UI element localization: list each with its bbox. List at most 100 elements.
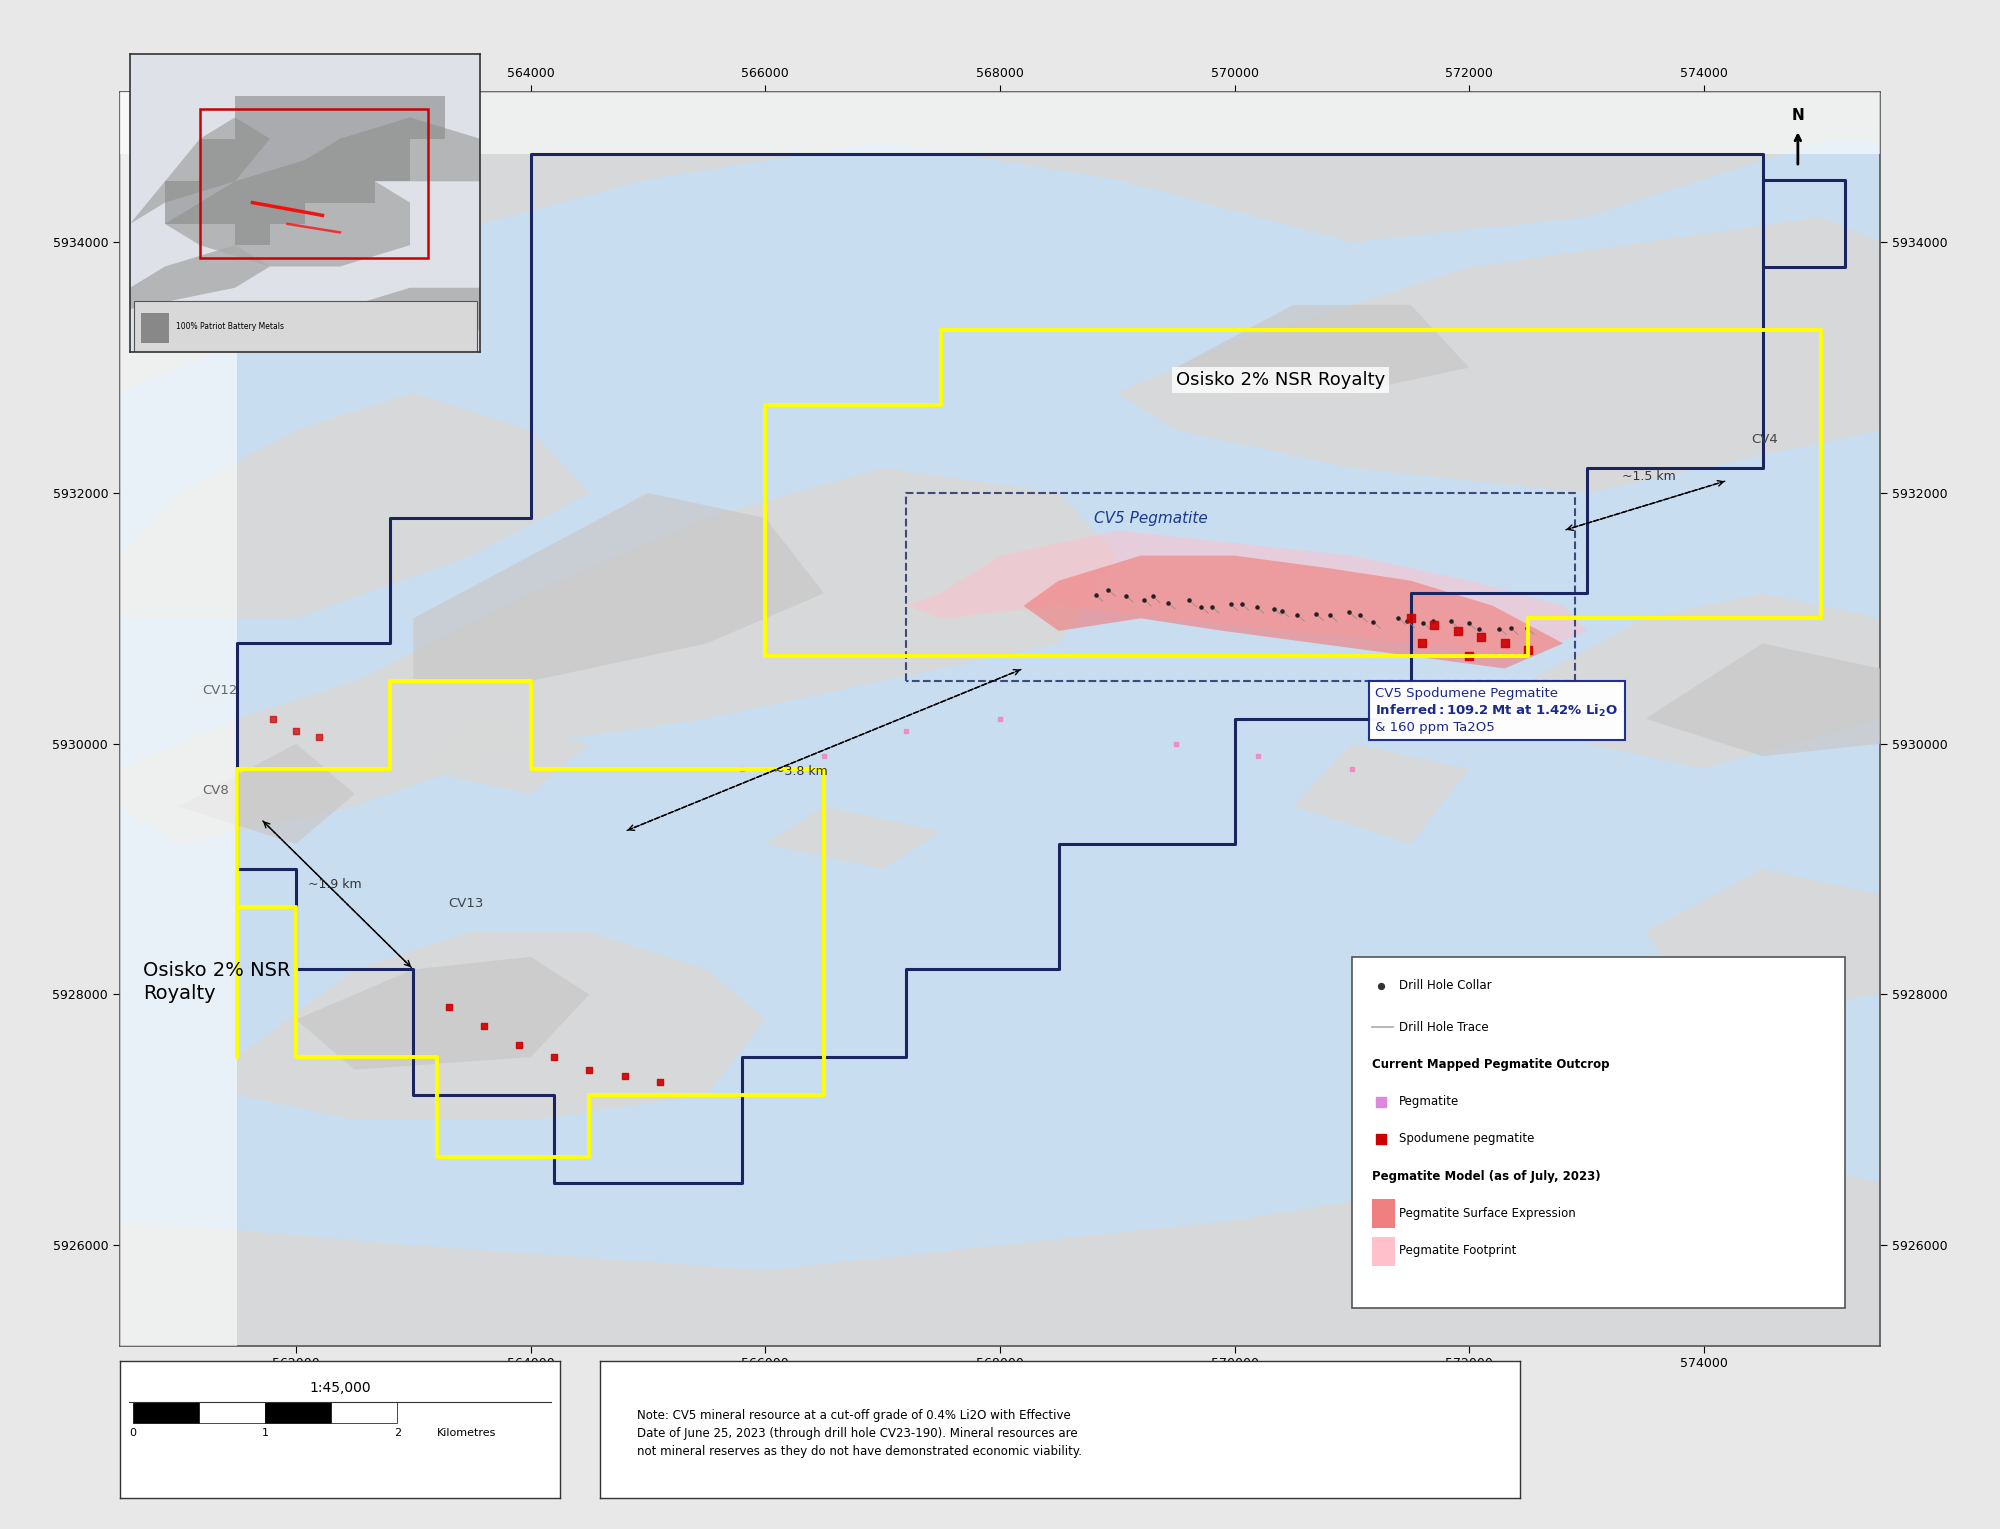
- Bar: [200, 1402, 266, 1422]
- Polygon shape: [238, 931, 766, 1119]
- Text: ~1.9 km: ~1.9 km: [308, 878, 362, 891]
- Point: [1436, 609, 1468, 633]
- Text: CV4: CV4: [1750, 433, 1778, 446]
- Polygon shape: [120, 179, 354, 367]
- Polygon shape: [120, 92, 1880, 393]
- Polygon shape: [296, 957, 590, 1070]
- Point: [726, 757, 758, 781]
- Polygon shape: [414, 719, 590, 794]
- Polygon shape: [178, 743, 354, 844]
- Point: [1392, 609, 1424, 633]
- Point: [1092, 578, 1124, 602]
- Text: 1:45,000: 1:45,000: [310, 1381, 370, 1396]
- Bar: [332, 1402, 398, 1422]
- Text: Note: CV5 mineral resource at a cut-off grade of 0.4% Li2O with Effective
Date o: Note: CV5 mineral resource at a cut-off …: [636, 1410, 1082, 1459]
- Point: [808, 745, 840, 769]
- Point: [1266, 598, 1298, 622]
- Polygon shape: [1528, 593, 1880, 769]
- Text: CV8: CV8: [202, 784, 228, 797]
- Text: Pegmatite Model (as of July, 2023): Pegmatite Model (as of July, 2023): [1372, 1170, 1600, 1182]
- Point: [1152, 590, 1184, 615]
- Polygon shape: [1646, 644, 1880, 757]
- Polygon shape: [766, 806, 942, 868]
- Polygon shape: [1176, 304, 1470, 393]
- Text: 1: 1: [262, 1428, 268, 1439]
- Point: [1494, 616, 1526, 641]
- Point: [256, 706, 288, 731]
- Point: [468, 1014, 500, 1038]
- Bar: [140, 313, 168, 342]
- Text: Kilometres: Kilometres: [436, 1428, 496, 1439]
- Point: [1394, 605, 1426, 630]
- Polygon shape: [1294, 743, 1470, 844]
- Point: [1488, 631, 1520, 656]
- Point: [1110, 584, 1142, 609]
- Polygon shape: [120, 1145, 1880, 1346]
- Bar: [1372, 1199, 1396, 1228]
- Point: [1418, 609, 1450, 633]
- Point: [1452, 610, 1484, 635]
- Point: [1160, 731, 1192, 755]
- Point: [432, 995, 464, 1020]
- Point: [280, 719, 312, 743]
- Point: [1240, 595, 1272, 619]
- Point: [502, 1032, 534, 1057]
- Bar: [1372, 1237, 1396, 1266]
- Polygon shape: [120, 468, 1118, 844]
- Point: [1186, 595, 1218, 619]
- Text: CV5 Pegmatite: CV5 Pegmatite: [1094, 511, 1208, 526]
- Point: [1466, 625, 1498, 650]
- Point: [1510, 616, 1542, 641]
- Text: 0: 0: [130, 1428, 136, 1439]
- Point: [1258, 596, 1290, 621]
- Point: [1174, 589, 1206, 613]
- Point: [1300, 602, 1332, 627]
- Polygon shape: [164, 96, 444, 245]
- Point: [890, 719, 922, 743]
- Polygon shape: [1352, 994, 1586, 1095]
- Point: [1454, 644, 1486, 668]
- Bar: [200, 109, 428, 258]
- Point: [1080, 583, 1112, 607]
- Point: [1418, 613, 1450, 638]
- Text: Pegmatite Surface Expression: Pegmatite Surface Expression: [1398, 1206, 1576, 1220]
- Point: [1366, 1127, 1398, 1151]
- Point: [1408, 612, 1440, 636]
- Point: [644, 1070, 676, 1095]
- Point: [1314, 602, 1346, 627]
- Polygon shape: [164, 161, 410, 266]
- Text: CV12: CV12: [202, 683, 238, 697]
- Point: [1242, 745, 1274, 769]
- Polygon shape: [414, 492, 824, 680]
- Point: [1226, 592, 1258, 616]
- Point: [1128, 587, 1160, 612]
- Polygon shape: [304, 118, 480, 182]
- Text: N: N: [1792, 109, 1804, 124]
- Point: [1484, 616, 1516, 641]
- Text: Spodumene pegmatite: Spodumene pegmatite: [1398, 1133, 1534, 1145]
- Point: [538, 1044, 570, 1069]
- Polygon shape: [130, 118, 270, 223]
- Bar: [266, 1402, 332, 1422]
- Point: [1366, 1089, 1398, 1113]
- Text: Osisko 2% NSR
Royalty: Osisko 2% NSR Royalty: [144, 960, 290, 1003]
- Point: [1334, 599, 1366, 624]
- Point: [1136, 584, 1168, 609]
- Point: [1358, 610, 1390, 635]
- Text: Drill Hole Trace: Drill Hole Trace: [1398, 1020, 1488, 1034]
- Bar: [134, 301, 476, 352]
- Polygon shape: [340, 287, 480, 330]
- Text: CV13: CV13: [448, 896, 484, 910]
- Point: [574, 1058, 606, 1083]
- Point: [1442, 619, 1474, 644]
- Text: Drill Hole Collar: Drill Hole Collar: [1398, 979, 1492, 992]
- FancyBboxPatch shape: [1352, 957, 1844, 1307]
- Text: Osisko 2% NSR Royalty: Osisko 2% NSR Royalty: [1176, 372, 1386, 388]
- Point: [304, 725, 336, 749]
- Point: [984, 706, 1016, 731]
- Point: [608, 1064, 640, 1089]
- Point: [1344, 604, 1376, 628]
- Text: Current Mapped Pegmatite Outcrop: Current Mapped Pegmatite Outcrop: [1372, 1058, 1610, 1070]
- Polygon shape: [1118, 217, 1880, 492]
- Point: [1512, 638, 1544, 662]
